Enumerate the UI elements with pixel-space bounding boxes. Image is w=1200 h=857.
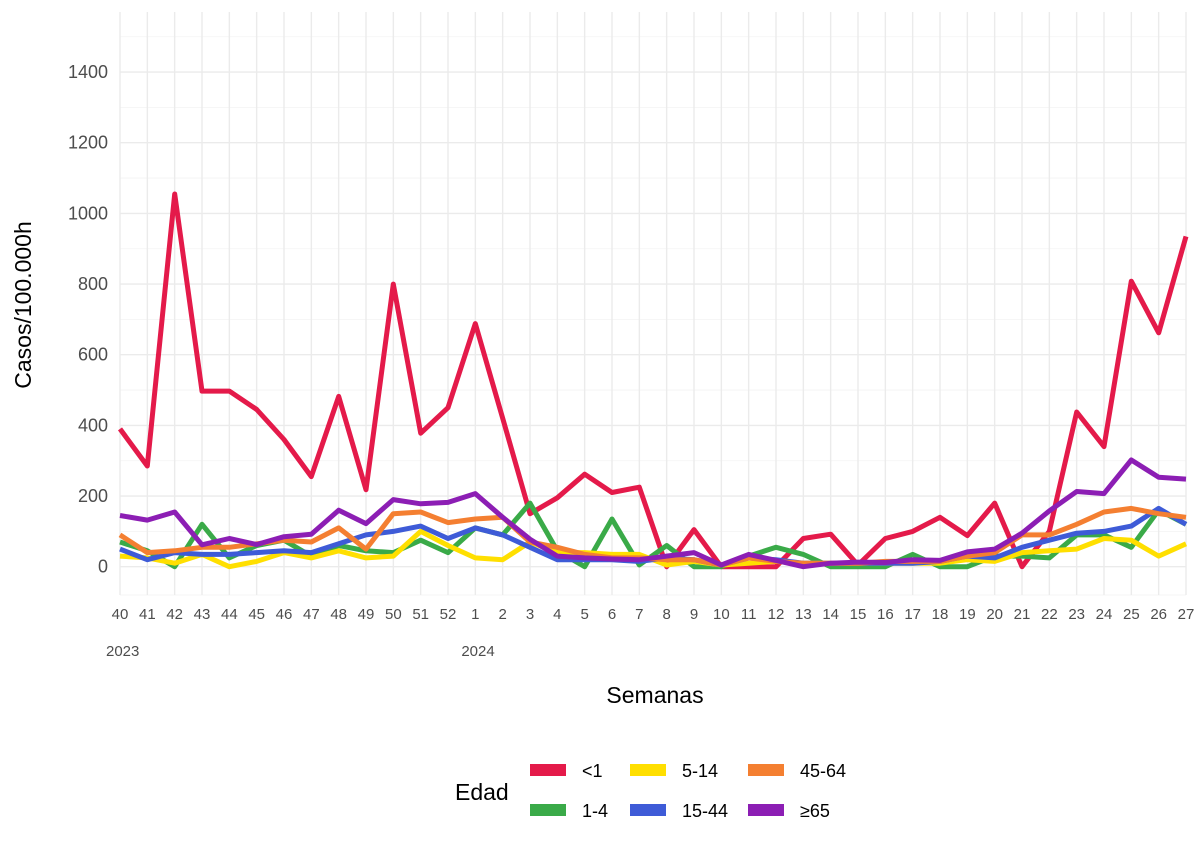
- series-line: [119, 457, 1187, 570]
- x-year-label: 2024: [461, 643, 494, 660]
- x-tick-label: 16: [877, 606, 894, 623]
- legend-label: 5-14: [682, 761, 718, 781]
- y-tick-label: 800: [78, 274, 108, 294]
- x-tick-label: 17: [904, 606, 921, 623]
- y-axis-title: Casos/100.000h: [10, 221, 36, 389]
- legend-swatch: [630, 764, 666, 776]
- x-tick-label: 2: [498, 606, 506, 623]
- x-tick-label: 1: [471, 606, 479, 623]
- series-layer: [117, 191, 1189, 570]
- y-tick-label: 200: [78, 486, 108, 506]
- x-tick-label: 43: [194, 606, 211, 623]
- x-tick-label: 48: [330, 606, 347, 623]
- legend-label: 45-64: [800, 761, 846, 781]
- legend-title: Edad: [455, 779, 509, 805]
- x-tick-label: 22: [1041, 606, 1058, 623]
- legend-label: 1-4: [582, 801, 608, 821]
- legend-label: <1: [582, 761, 603, 781]
- x-axis-year-labels: 2023 2024: [106, 643, 495, 660]
- x-tick-label: 49: [358, 606, 375, 623]
- legend-swatch: [530, 764, 566, 776]
- x-tick-label: 8: [662, 606, 670, 623]
- x-tick-label: 41: [139, 606, 156, 623]
- x-tick-label: 20: [986, 606, 1003, 623]
- x-tick-label: 25: [1123, 606, 1140, 623]
- x-tick-label: 12: [768, 606, 785, 623]
- x-tick-label: 40: [112, 606, 129, 623]
- legend-label: 15-44: [682, 801, 728, 821]
- legend-items: <1 1-4 5-14 15-44 45-64 ≥65: [530, 761, 846, 821]
- x-tick-label: 50: [385, 606, 402, 623]
- series-line: [117, 191, 1189, 570]
- x-tick-label: 7: [635, 606, 643, 623]
- x-tick-label: 3: [526, 606, 534, 623]
- x-tick-label: 23: [1068, 606, 1085, 623]
- x-tick-label: 10: [713, 606, 730, 623]
- x-tick-label: 11: [741, 606, 757, 623]
- legend: Edad <1 1-4 5-14 15-44 45-64 ≥65: [455, 761, 846, 821]
- x-tick-label: 15: [850, 606, 867, 623]
- x-tick-label: 13: [795, 606, 812, 623]
- x-tick-label: 14: [822, 606, 839, 623]
- legend-swatch: [530, 804, 566, 816]
- y-tick-label: 0: [98, 557, 108, 577]
- x-tick-label: 21: [1014, 606, 1031, 623]
- x-tick-label: 52: [440, 606, 457, 623]
- x-tick-label: 51: [412, 606, 429, 623]
- x-tick-label: 4: [553, 606, 561, 623]
- x-axis-title: Semanas: [606, 682, 703, 708]
- y-tick-label: 400: [78, 415, 108, 435]
- x-tick-label: 18: [932, 606, 949, 623]
- x-tick-label: 45: [248, 606, 265, 623]
- y-tick-label: 600: [78, 345, 108, 365]
- x-tick-label: 24: [1096, 606, 1113, 623]
- x-tick-label: 5: [580, 606, 588, 623]
- legend-swatch: [748, 764, 784, 776]
- x-tick-label: 42: [166, 606, 183, 623]
- y-tick-label: 1200: [68, 133, 108, 153]
- y-tick-label: 1000: [68, 203, 108, 223]
- x-tick-label: 6: [608, 606, 616, 623]
- legend-swatch: [630, 804, 666, 816]
- y-axis-tick-labels: 0 200 400 600 800 1000 1200 1400: [68, 62, 108, 577]
- x-tick-label: 26: [1150, 606, 1167, 623]
- legend-swatch: [748, 804, 784, 816]
- x-tick-label: 9: [690, 606, 698, 623]
- y-tick-label: 1400: [68, 62, 108, 82]
- legend-label: ≥65: [800, 801, 830, 821]
- x-tick-label: 27: [1178, 606, 1195, 623]
- x-axis-tick-labels: 40 41 42 43 44 45 46 47 48 49 50 51 52 1 2 3 4 5 6 7 8 9 10 11 1…: [112, 606, 1195, 623]
- x-year-label: 2023: [106, 643, 139, 660]
- x-tick-label: 47: [303, 606, 320, 623]
- grid-lines: [119, 12, 1187, 596]
- x-tick-label: 19: [959, 606, 976, 623]
- x-tick-label: 46: [276, 606, 293, 623]
- x-tick-label: 44: [221, 606, 238, 623]
